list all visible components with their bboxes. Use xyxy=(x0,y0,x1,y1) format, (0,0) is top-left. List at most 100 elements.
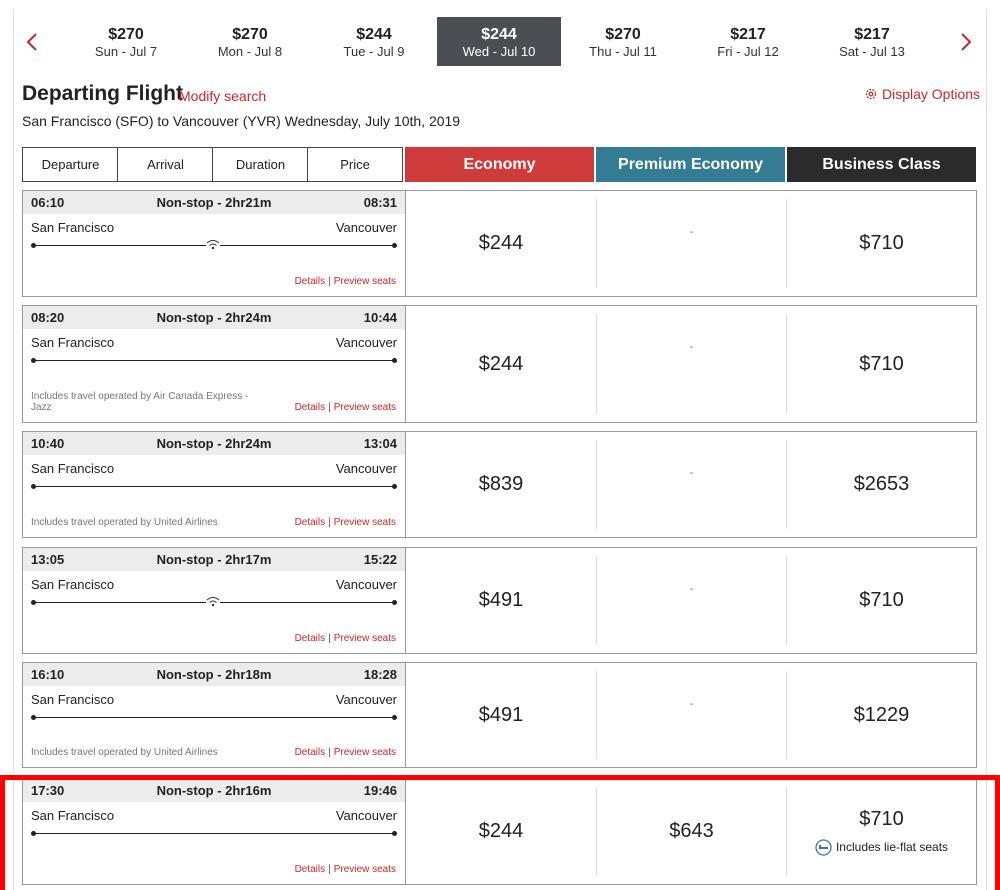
flight-time-bar: 16:10 Non-stop - 2hr18m 18:28 xyxy=(23,663,405,686)
modify-search-link[interactable]: Modify search xyxy=(179,88,267,104)
date-option[interactable]: $270 Sun - Jul 7 xyxy=(64,17,188,66)
details-link[interactable]: Details xyxy=(294,633,326,644)
business-fare[interactable]: $710 xyxy=(786,556,976,645)
preview-seats-link[interactable]: Preview seats xyxy=(333,517,396,528)
destination-city: Vancouver xyxy=(335,808,397,823)
flight-cities: San Francisco Vancouver xyxy=(23,802,405,823)
preview-seats-link[interactable]: Preview seats xyxy=(333,402,396,413)
details-link[interactable]: Details xyxy=(294,517,326,528)
preview-seats-link[interactable]: Preview seats xyxy=(333,633,396,644)
economy-fare[interactable]: $839 xyxy=(406,440,596,529)
route-text: San Francisco (SFO) to Vancouver (YVR) xyxy=(22,113,281,129)
origin-city: San Francisco xyxy=(31,692,115,707)
flight-info: 06:10 Non-stop - 2hr21m 08:31 San Francisco… xyxy=(23,191,406,296)
premium-economy-fare: - xyxy=(596,314,786,414)
display-options-button[interactable]: Display Options xyxy=(864,86,980,102)
flight-links: Details | Preview seats xyxy=(294,864,396,875)
arrival-time: 10:44 xyxy=(363,310,397,325)
sort-duration[interactable]: Duration xyxy=(212,147,308,182)
premium-economy-fare[interactable]: $643 xyxy=(596,787,786,876)
date-label: Sat - Jul 13 xyxy=(839,44,905,59)
date-option[interactable]: $244 Tue - Jul 9 xyxy=(312,17,436,66)
date-option[interactable]: $217 Sat - Jul 13 xyxy=(810,17,934,66)
flight-duration: Non-stop - 2hr17m xyxy=(156,552,272,567)
business-price: $710 xyxy=(859,807,904,830)
details-link[interactable]: Details xyxy=(294,747,326,758)
date-strip: $270 Sun - Jul 7 $270 Mon - Jul 8 $244 Tue … xyxy=(0,17,1000,67)
flight-row: 13:05 Non-stop - 2hr17m 15:22 San Francisco… xyxy=(22,547,977,654)
business-fare[interactable]: $710 Includes lie-flat seats xyxy=(786,787,976,876)
economy-fare[interactable]: $491 xyxy=(406,556,596,645)
departure-time: 13:05 xyxy=(31,552,65,567)
preview-seats-link[interactable]: Preview seats xyxy=(333,747,396,758)
economy-price: $491 xyxy=(478,589,524,611)
business-fare[interactable]: $710 xyxy=(786,314,976,414)
date-price: $217 xyxy=(854,26,890,43)
sort-price[interactable]: Price xyxy=(307,147,403,182)
page-frame xyxy=(13,9,987,890)
economy-fare[interactable]: $244 xyxy=(406,199,596,288)
origin-city: San Francisco xyxy=(31,808,115,823)
economy-price: $839 xyxy=(478,473,524,495)
gear-icon xyxy=(865,88,877,100)
operated-by-note: Includes travel operated by United Airli… xyxy=(31,747,218,758)
details-link[interactable]: Details xyxy=(294,276,326,287)
lie-flat-note: Includes lie-flat seats xyxy=(815,838,948,856)
date-option[interactable]: $270 Mon - Jul 8 xyxy=(188,17,312,66)
flight-info: 16:10 Non-stop - 2hr18m 18:28 San Francisco… xyxy=(23,663,406,767)
destination-city: Vancouver xyxy=(335,220,397,235)
date-label: Mon - Jul 8 xyxy=(217,44,283,59)
flight-row: 17:30 Non-stop - 2hr16m 19:46 San Francisco… xyxy=(22,778,977,885)
flight-links: Details | Preview seats xyxy=(294,517,396,528)
route-line xyxy=(31,831,397,837)
departure-time: 06:10 xyxy=(31,195,65,210)
flight-info: 13:05 Non-stop - 2hr17m 15:22 San Francisco… xyxy=(23,548,406,653)
wifi-icon xyxy=(206,240,220,250)
date-label: Thu - Jul 11 xyxy=(589,44,657,59)
flight-duration: Non-stop - 2hr24m xyxy=(156,436,272,451)
date-price: $244 xyxy=(481,26,517,43)
sort-departure[interactable]: Departure xyxy=(22,147,118,182)
cabin-header-premium-economy: Premium Economy xyxy=(596,147,785,182)
business-fare[interactable]: $2653 xyxy=(786,440,976,529)
economy-fare[interactable]: $244 xyxy=(406,314,596,414)
prev-dates-button[interactable] xyxy=(18,27,48,57)
flight-links: Details | Preview seats xyxy=(294,633,396,644)
route-line xyxy=(31,358,397,364)
business-fare[interactable]: $1229 xyxy=(786,671,976,759)
date-option[interactable]: $270 Thu - Jul 11 xyxy=(561,17,685,66)
date-option-selected[interactable]: $244 Wed - Jul 10 xyxy=(437,17,561,66)
premium-economy-price: - xyxy=(689,467,694,479)
next-dates-button[interactable] xyxy=(950,27,980,57)
departure-time: 16:10 xyxy=(31,667,65,682)
preview-seats-link[interactable]: Preview seats xyxy=(333,864,396,875)
premium-economy-fare: - xyxy=(596,671,786,759)
flight-links: Details | Preview seats xyxy=(294,747,396,758)
economy-fare[interactable]: $491 xyxy=(406,671,596,759)
date-label: Wed - Jul 10 xyxy=(462,44,536,59)
date-option[interactable]: $217 Fri - Jul 12 xyxy=(686,17,810,66)
route-line xyxy=(31,238,397,250)
operated-by-note: Includes travel operated by United Airli… xyxy=(31,517,218,528)
flight-time-bar: 06:10 Non-stop - 2hr21m 08:31 xyxy=(23,191,405,214)
economy-price: $491 xyxy=(478,703,524,726)
origin-city: San Francisco xyxy=(31,220,115,235)
preview-seats-link[interactable]: Preview seats xyxy=(333,276,396,287)
economy-fare[interactable]: $244 xyxy=(406,787,596,876)
flight-row: 10:40 Non-stop - 2hr24m 13:04 San Francisco… xyxy=(22,431,977,538)
flight-time-bar: 10:40 Non-stop - 2hr24m 13:04 xyxy=(23,432,405,455)
origin-city: San Francisco xyxy=(31,577,115,592)
sort-arrival[interactable]: Arrival xyxy=(117,147,213,182)
flight-info: 08:20 Non-stop - 2hr24m 10:44 San Francisco… xyxy=(23,306,406,422)
page-title: Departing Flight xyxy=(22,82,183,105)
flight-row: 06:10 Non-stop - 2hr21m 08:31 San Francisco… xyxy=(22,190,977,297)
flight-cities: San Francisco Vancouver xyxy=(23,329,405,350)
details-link[interactable]: Details xyxy=(294,864,326,875)
origin-city: San Francisco xyxy=(31,335,115,350)
details-link[interactable]: Details xyxy=(294,402,326,413)
premium-economy-price: - xyxy=(689,341,694,353)
flight-duration: Non-stop - 2hr24m xyxy=(156,310,272,325)
business-price: $710 xyxy=(859,352,904,375)
flight-time-bar: 08:20 Non-stop - 2hr24m 10:44 xyxy=(23,306,405,329)
business-fare[interactable]: $710 xyxy=(786,199,976,288)
